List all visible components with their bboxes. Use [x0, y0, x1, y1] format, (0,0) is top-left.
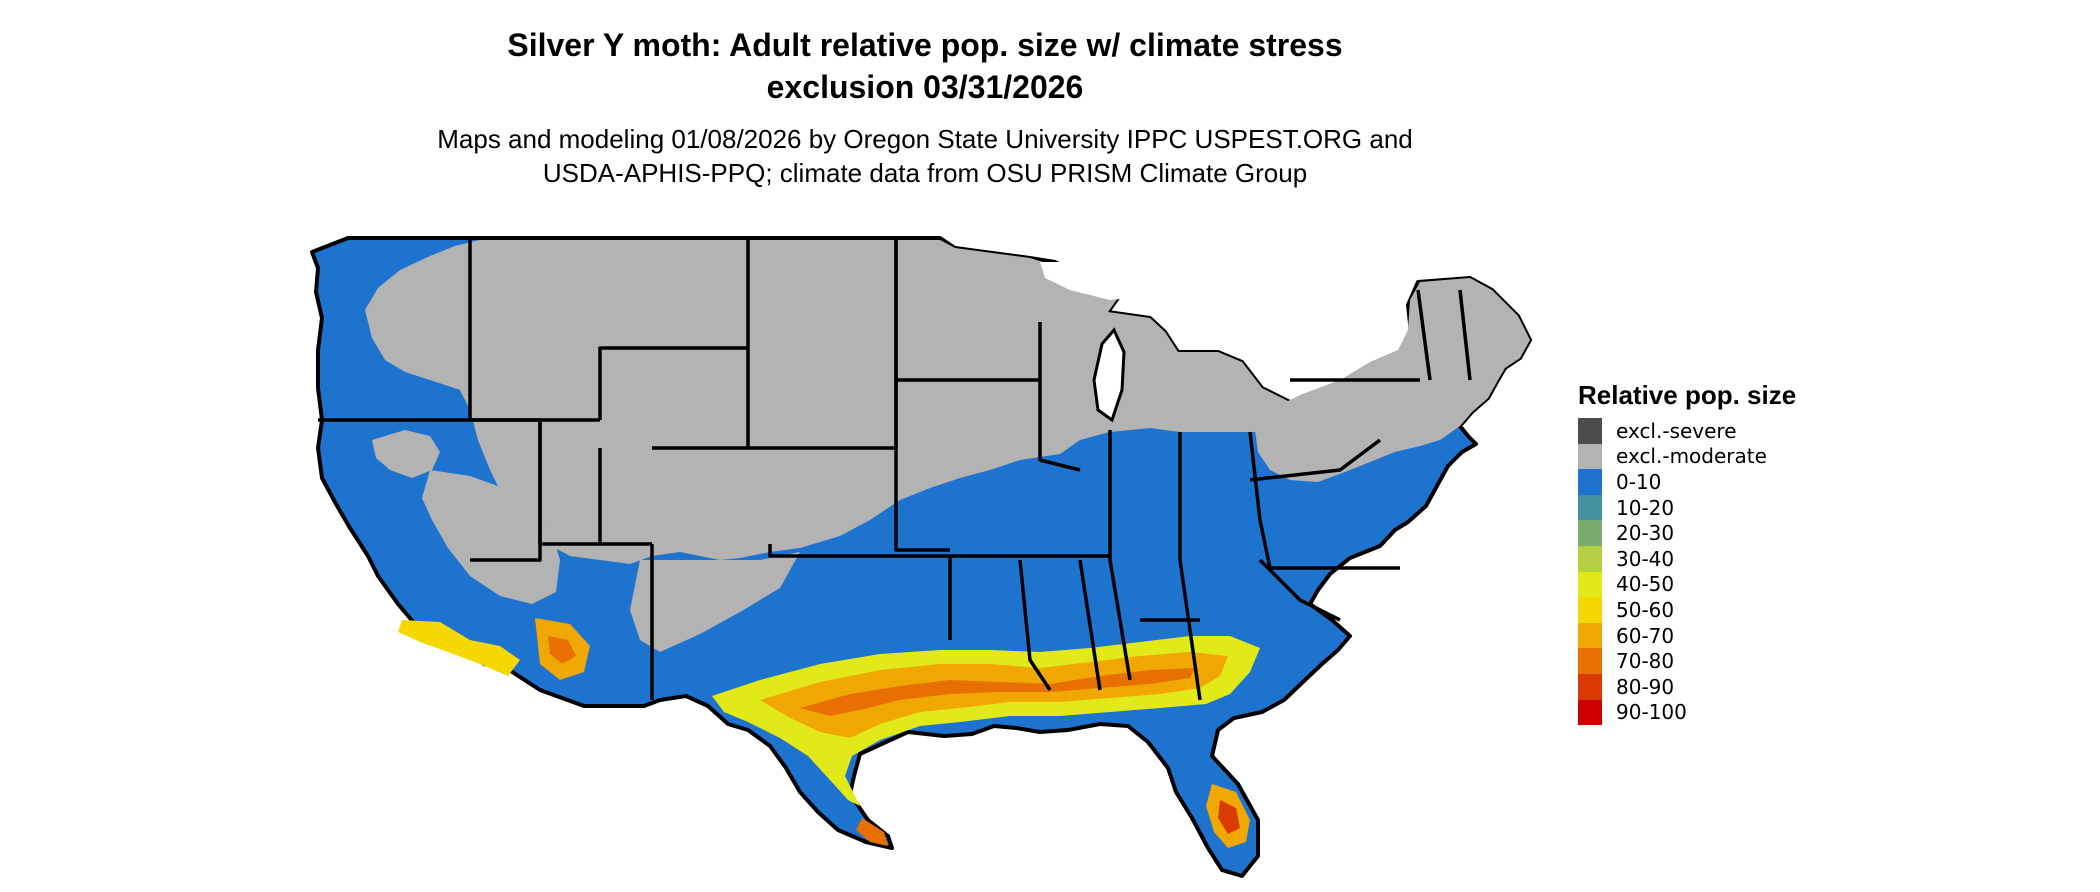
legend-label: 0-10: [1616, 469, 1662, 494]
legend-item: 60-70: [1578, 622, 1796, 649]
southwest-hot-spots: [398, 620, 520, 676]
lake-superior: [1040, 262, 1150, 300]
legend-item: 50-60: [1578, 597, 1796, 623]
legend-item: 80-90: [1578, 673, 1796, 700]
map-subtitle-line-2: USDA-APHIS-PPQ; climate data from OSU PR…: [542, 158, 1308, 188]
legend-label: 20-30: [1616, 521, 1675, 546]
legend-title: Relative pop. size: [1578, 380, 1797, 410]
legend-swatch: [1578, 622, 1602, 649]
legend-swatch: [1578, 673, 1602, 700]
legend-label: 30-40: [1616, 546, 1675, 571]
legend-swatch: [1578, 699, 1602, 726]
legend-item: 30-40: [1578, 545, 1796, 572]
legend-label: 70-80: [1616, 649, 1675, 674]
legend-rows: excl.-severe excl.-moderate 0-10 10-20 20-30…: [1578, 418, 1796, 726]
excluded-southwest-patch: [630, 552, 800, 652]
legend-swatch: [1578, 469, 1602, 495]
map-legend: Relative pop. size excl.-severe excl.-mod…: [1578, 378, 1797, 726]
legend-swatch: [1578, 418, 1602, 444]
legend-swatch: [1578, 494, 1602, 521]
legend-item: 20-30: [1578, 520, 1796, 546]
legend-label: excl.-severe: [1616, 418, 1737, 443]
legend-item: 0-10: [1578, 469, 1796, 495]
map-title-line-2: exclusion 03/31/2026: [766, 69, 1084, 105]
legend-item: 70-80: [1578, 648, 1796, 674]
excluded-west-patch: [372, 430, 440, 478]
gulf-band-red: [800, 668, 1195, 716]
legend-swatch: [1578, 648, 1602, 674]
legend-swatch: [1578, 597, 1602, 623]
legend-item: excl.-moderate: [1578, 443, 1796, 470]
excluded-northern-zone: [365, 240, 1328, 564]
texas-tip-hot: [856, 818, 888, 846]
legend-label: 80-90: [1616, 674, 1675, 699]
legend-item: 90-100: [1578, 699, 1796, 726]
legend-item: 40-50: [1578, 571, 1796, 598]
map-subtitle-line-1: Maps and modeling 01/08/2026 by Oregon S…: [437, 124, 1413, 154]
legend-swatch: [1578, 545, 1602, 572]
legend-swatch: [1578, 443, 1602, 470]
legend-label: 10-20: [1616, 495, 1675, 520]
legend-label: excl.-moderate: [1616, 444, 1767, 469]
legend-label: 50-60: [1616, 597, 1675, 622]
florida-hot-core: [1218, 800, 1240, 834]
arizona-hot-spot-2: [548, 636, 576, 664]
state-boundaries: [318, 240, 1472, 701]
legend-label: 40-50: [1616, 572, 1675, 597]
excluded-nevada-patch: [422, 470, 560, 604]
map-title-line-1: Silver Y moth: Adult relative pop. size …: [507, 27, 1343, 63]
legend-item: 10-20: [1578, 494, 1796, 521]
legend-label: 60-70: [1616, 623, 1675, 648]
legend-item: excl.-severe: [1578, 418, 1796, 444]
legend-swatch: [1578, 571, 1602, 598]
gulf-band-orange: [760, 652, 1228, 738]
legend-swatch: [1578, 520, 1602, 546]
legend-label: 90-100: [1616, 700, 1687, 725]
lake-michigan: [1092, 327, 1126, 423]
